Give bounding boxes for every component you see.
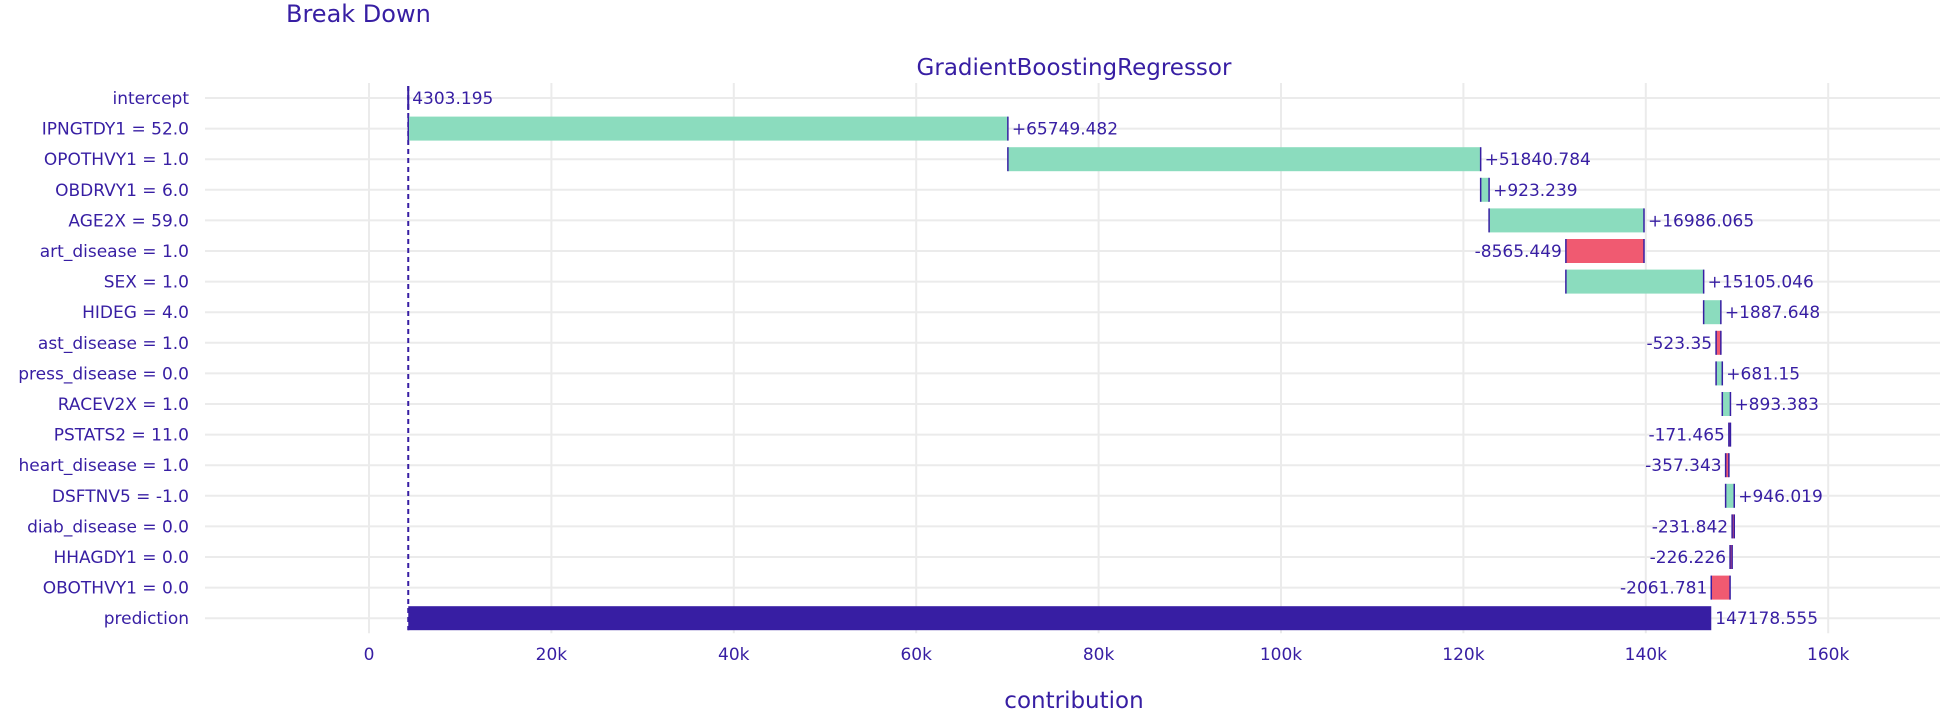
x-axis-title: contribution: [1004, 688, 1143, 714]
category-label: OBOTHVY1 = 0.0: [43, 579, 189, 599]
x-tick-label: 40k: [718, 645, 750, 665]
bar-positive: [1007, 147, 1481, 172]
x-tick-label: 140k: [1625, 645, 1667, 665]
bar-negative: [1565, 239, 1645, 263]
data-label: +893.383: [1734, 395, 1819, 415]
data-label: 147178.555: [1715, 609, 1818, 629]
category-label: IPNGTDY1 = 52.0: [42, 120, 189, 140]
x-tick-label: 60k: [900, 645, 932, 665]
bar-positive: [1480, 177, 1490, 202]
data-label: +15105.046: [1708, 273, 1814, 293]
bar-negative: [1716, 330, 1721, 355]
category-label: art_disease = 1.0: [40, 242, 189, 262]
data-label: -2061.781: [1620, 579, 1707, 599]
x-tick-label: 20k: [536, 645, 568, 665]
category-label: heart_disease = 1.0: [19, 456, 189, 476]
category-label: OPOTHVY1 = 1.0: [44, 150, 189, 170]
data-label: +923.239: [1493, 181, 1578, 201]
bar-negative: [1725, 453, 1729, 478]
data-label: 4303.195: [412, 89, 493, 109]
category-label: HHAGDY1 = 0.0: [53, 548, 189, 568]
chart-title: Break Down: [286, 0, 431, 28]
bar-positive: [1489, 208, 1645, 233]
bars-layer: 4303.195 +65749.482 +51840.784 +923.239 +169…: [407, 86, 1823, 631]
category-label: OBDRVY1 = 6.0: [55, 181, 189, 201]
category-label: SEX = 1.0: [104, 273, 189, 293]
data-label: -8565.449: [1475, 242, 1562, 262]
data-label: -171.465: [1648, 426, 1724, 446]
category-label: intercept: [113, 89, 190, 109]
bar-positive: [1725, 483, 1735, 508]
bar-negative: [1732, 514, 1735, 539]
data-label: -357.343: [1645, 456, 1721, 476]
category-label: press_disease = 0.0: [18, 364, 189, 384]
x-tick-label: 160k: [1807, 645, 1849, 665]
x-tick-labels: 0 20k 40k 60k 80k 100k 120k 140k 160k: [364, 645, 1850, 665]
x-tick-label: 100k: [1260, 645, 1302, 665]
data-label: +681.15: [1726, 364, 1800, 384]
data-label: +16986.065: [1648, 211, 1754, 231]
data-label: -523.35: [1646, 334, 1712, 354]
category-label: prediction: [104, 609, 189, 629]
x-tick-label: 80k: [1083, 645, 1115, 665]
data-label: +946.019: [1738, 487, 1823, 507]
category-label: DSFTNV5 = -1.0: [52, 487, 189, 507]
bar-prediction: [408, 606, 1712, 631]
bar-negative: [1711, 575, 1731, 600]
bar-negative: [1730, 545, 1733, 569]
data-label: -226.226: [1650, 548, 1726, 568]
data-label: +65749.482: [1012, 120, 1118, 140]
category-label: HIDEG = 4.0: [82, 303, 189, 323]
category-label: PSTATS2 = 11.0: [54, 426, 189, 446]
data-label: -231.842: [1652, 517, 1728, 537]
x-tick-label: 0: [364, 645, 375, 665]
bar-positive: [1722, 392, 1731, 416]
category-label: ast_disease = 1.0: [38, 334, 189, 354]
x-tick-label: 120k: [1442, 645, 1484, 665]
chart-subtitle: GradientBoostingRegressor: [917, 55, 1232, 81]
bar-positive: [1703, 300, 1721, 325]
category-label: RACEV2X = 1.0: [58, 395, 189, 415]
category-label: diab_disease = 0.0: [27, 517, 189, 537]
bar-positive: [1565, 269, 1704, 294]
bar-positive: [408, 116, 1008, 141]
category-label: AGE2X = 59.0: [68, 211, 189, 231]
category-labels: intercept IPNGTDY1 = 52.0 OPOTHVY1 = 1.0 OB…: [18, 89, 189, 629]
grid-lines: [205, 83, 1940, 634]
bar-positive: [1716, 361, 1723, 386]
data-label: +1887.648: [1725, 303, 1820, 323]
data-label: +51840.784: [1485, 150, 1591, 170]
